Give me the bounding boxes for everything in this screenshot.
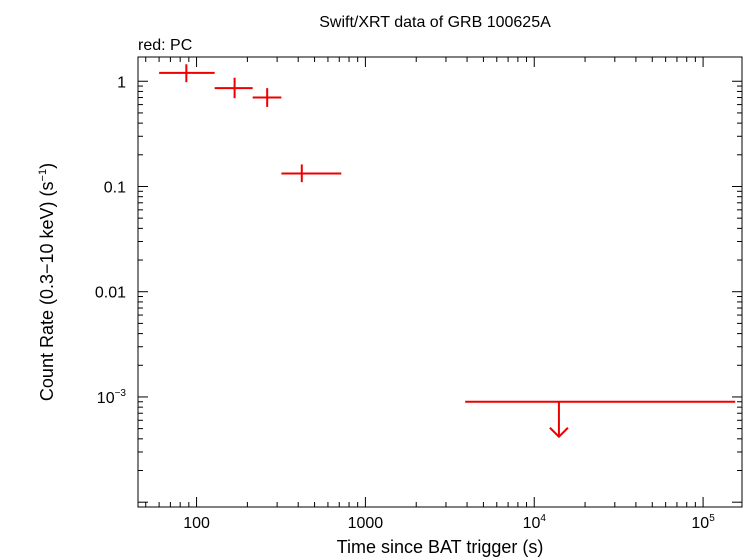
y-axis-label: Count Rate (0.3−10 keV) (s−1) (37, 163, 57, 401)
y-tick-label: 0.1 (104, 179, 126, 196)
x-tick-label-base: 100 (183, 515, 210, 532)
x-axis-label: Time since BAT trigger (s) (337, 537, 544, 557)
y-axis: 1 0.1 0.01 10−3 (95, 74, 742, 508)
chart-subtitle: red: PC (138, 37, 192, 54)
x-tick-label-base: 1000 (348, 515, 384, 532)
y-axis-label-exponent: −1 (37, 169, 49, 182)
data-series (159, 64, 736, 439)
y-tick-label-base: 0.01 (95, 285, 126, 302)
x-axis: 100 1000 104 105 (145, 57, 715, 532)
data-point (281, 164, 342, 183)
y-tick-label-base: 0.1 (104, 179, 126, 196)
chart-title: Swift/XRT data of GRB 100625A (319, 14, 551, 31)
data-point (252, 88, 282, 107)
x-tick-label-exponent: 4 (540, 513, 546, 524)
data-point (214, 77, 253, 99)
y-tick-label: 0.01 (95, 285, 126, 302)
x-tick-label-exponent: 5 (709, 513, 715, 524)
y-axis-label-main: Count Rate (0.3−10 keV) (s (37, 181, 57, 401)
upper-limit-arrow-head (549, 427, 569, 439)
x-tick-label: 1000 (348, 515, 384, 532)
y-tick-label: 1 (117, 74, 126, 91)
data-point (159, 64, 215, 83)
x-tick-label-base: 10 (523, 515, 541, 532)
upper-limit (465, 400, 736, 439)
y-tick-label: 10−3 (97, 388, 127, 407)
y-tick-label-exponent: −3 (115, 388, 127, 399)
x-tick-label-base: 10 (691, 515, 709, 532)
y-tick-label-base: 1 (117, 74, 126, 91)
x-tick-label: 104 (523, 513, 547, 532)
y-axis-label-close: ) (37, 163, 57, 169)
plot-frame (137, 56, 743, 508)
x-tick-label: 105 (691, 513, 715, 532)
x-tick-label: 100 (183, 515, 210, 532)
y-tick-label-base: 10 (97, 390, 115, 407)
